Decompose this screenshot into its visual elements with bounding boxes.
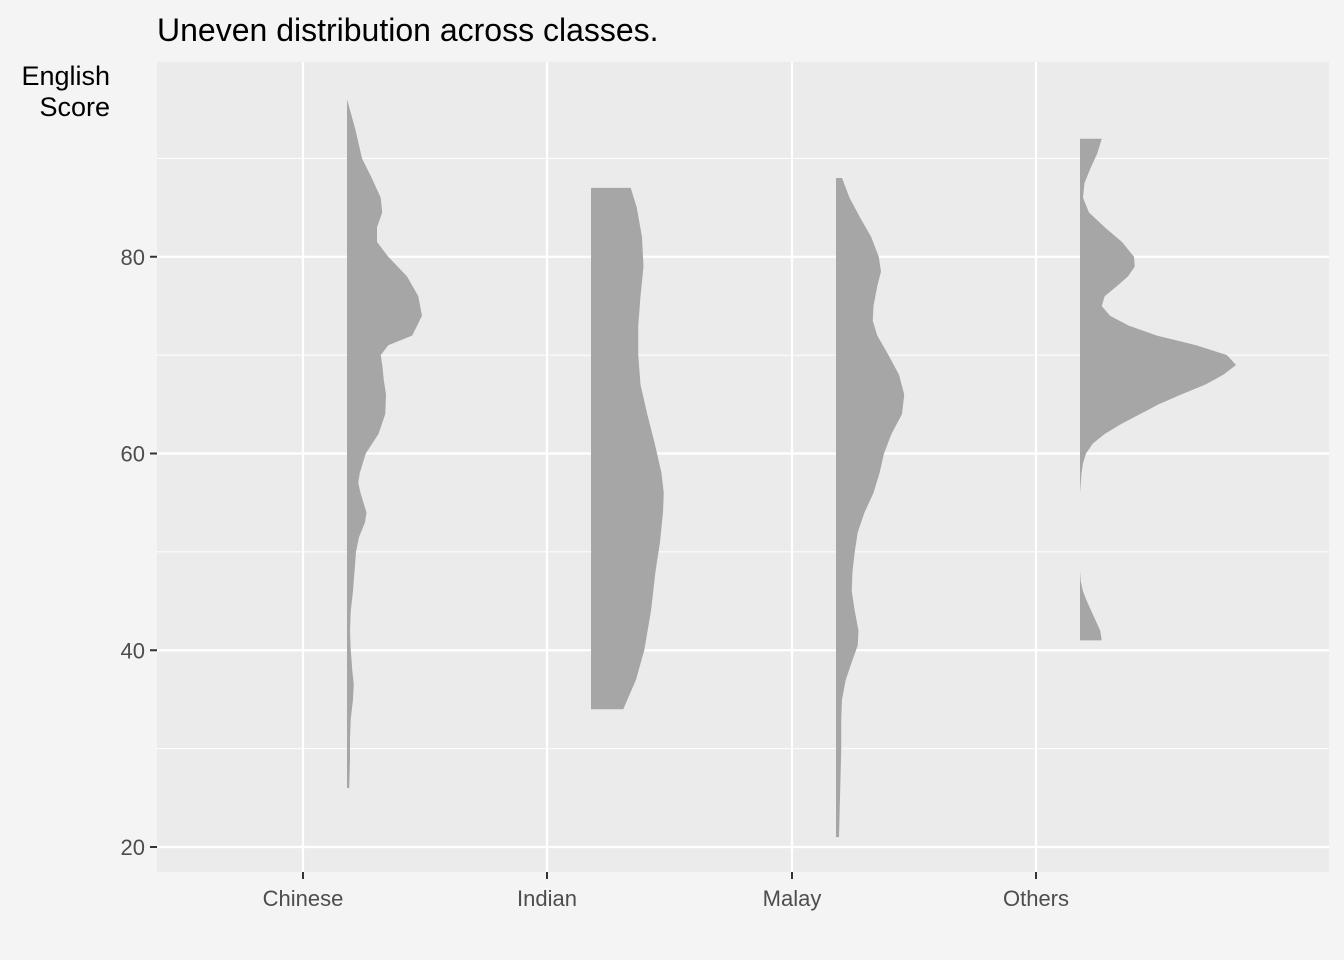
violin-indian: [591, 187, 664, 710]
x-tick-label-others: Others: [1003, 886, 1069, 911]
y-tick-label: 80: [121, 245, 145, 270]
violin-malay: [836, 178, 905, 838]
y-axis-label-line2: Score: [39, 92, 110, 122]
y-tick-label: 20: [121, 835, 145, 860]
x-axis: Chinese Indian Malay Others: [263, 872, 1069, 911]
violin-others-part-1: [1080, 138, 1236, 500]
y-tick-label: 60: [121, 442, 145, 467]
violin-chinese: [347, 99, 422, 788]
plot-panel: [157, 62, 1329, 872]
violin-others-part-2: [1080, 565, 1102, 641]
x-tick-label-malay: Malay: [763, 886, 822, 911]
y-tick-label: 40: [121, 638, 145, 663]
violins: [347, 99, 1236, 838]
x-tick-label-indian: Indian: [517, 886, 577, 911]
x-tick-label-chinese: Chinese: [263, 886, 344, 911]
y-axis: 20 40 60 80: [121, 245, 157, 860]
y-axis-label-line1: English: [21, 61, 110, 91]
chart-title: Uneven distribution across classes.: [157, 12, 659, 48]
